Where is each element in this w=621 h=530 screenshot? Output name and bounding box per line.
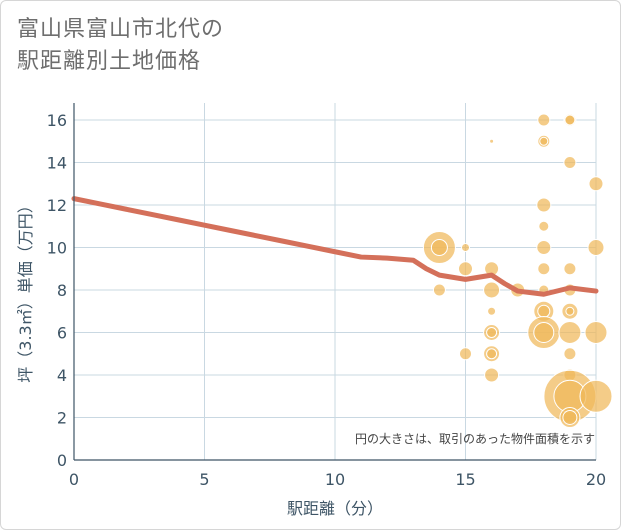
y-tick-label: 10 (47, 239, 67, 258)
y-tick-label: 16 (47, 111, 67, 130)
y-axis-label: 坪（3.3㎡）単価（万円） (16, 197, 35, 382)
data-point (432, 283, 446, 297)
x-tick-label: 15 (455, 470, 475, 489)
tick-labels: 0 5 10 15 20 0 2 4 6 8 10 12 14 16 (47, 111, 607, 489)
data-point (484, 367, 500, 383)
data-point (565, 306, 575, 316)
axes (73, 103, 596, 461)
data-point (538, 220, 550, 232)
data-point (533, 322, 555, 343)
y-tick-label: 0 (57, 451, 67, 470)
data-point (537, 113, 551, 127)
data-point (563, 262, 577, 276)
bubble-size-note: 円の大きさは、取引のあった物件面積を示す (355, 431, 595, 446)
data-point (539, 136, 549, 146)
y-tick-label: 4 (57, 366, 67, 385)
data-point (584, 321, 608, 344)
data-point (483, 281, 501, 299)
data-point (579, 379, 613, 413)
data-point (563, 156, 577, 169)
x-tick-label: 20 (586, 470, 606, 489)
chart-title: 富山県富山市北代の 駅距離別土地価格 (17, 14, 224, 78)
data-point (558, 321, 582, 344)
data-point (489, 138, 495, 144)
data-point (587, 239, 605, 256)
x-axis-label: 駅距離（分） (287, 499, 383, 518)
data-point (562, 410, 578, 425)
data-point (564, 114, 576, 126)
trend-line-group (71, 196, 599, 297)
data-point (536, 197, 552, 213)
title-line-1: 富山県富山市北代の (17, 17, 225, 42)
x-tick-label: 0 (69, 470, 79, 489)
data-point (537, 262, 551, 276)
data-point (461, 243, 470, 252)
data-point (459, 347, 472, 361)
y-tick-label: 2 (57, 409, 67, 428)
y-tick-label: 12 (47, 196, 67, 215)
title-line-2: 駅距離別土地価格 (17, 49, 202, 74)
data-point (537, 304, 551, 318)
data-point (486, 348, 498, 360)
data-point (563, 347, 577, 361)
data-point (486, 327, 498, 338)
data-point (458, 261, 473, 277)
data-point (430, 239, 448, 256)
data-point (487, 306, 497, 316)
y-tick-label: 6 (57, 324, 67, 343)
x-tick-label: 5 (199, 470, 209, 489)
bubbles (422, 113, 613, 428)
data-point (536, 240, 552, 255)
y-tick-label: 14 (47, 154, 67, 173)
trend-line (71, 196, 599, 297)
x-tick-label: 10 (325, 470, 345, 489)
grid-lines (74, 103, 597, 460)
y-tick-label: 8 (57, 281, 67, 300)
data-point (588, 176, 604, 192)
